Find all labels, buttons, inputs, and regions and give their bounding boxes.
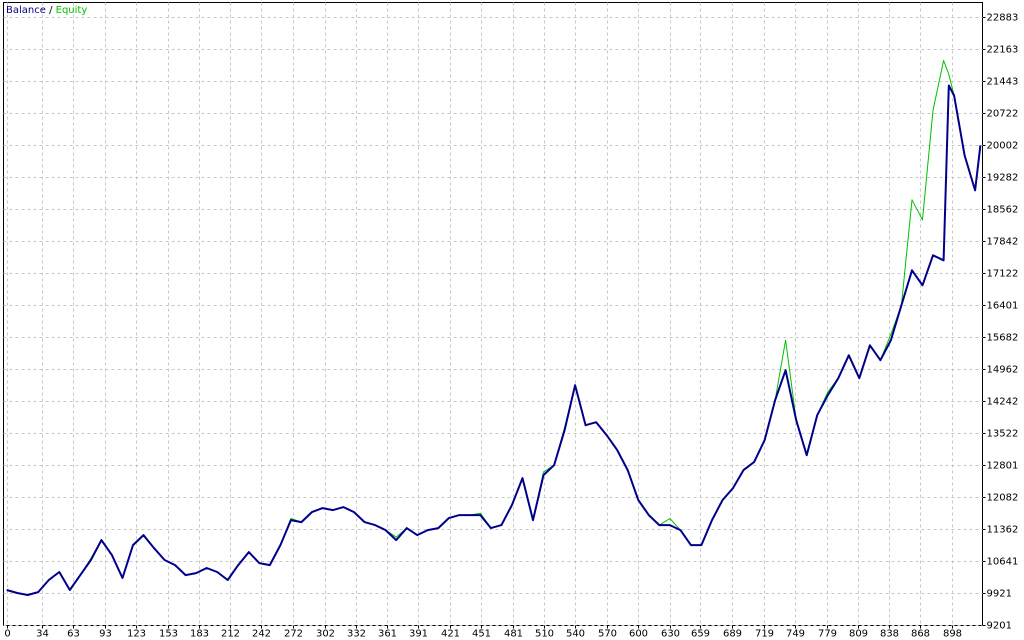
y-tick-label: 17842 xyxy=(987,237,1019,248)
y-tick-label: 14242 xyxy=(987,397,1019,408)
y-tick-label: 21443 xyxy=(987,77,1019,88)
x-tick-label: 153 xyxy=(159,629,178,640)
x-tick-label: 600 xyxy=(629,629,648,640)
x-tick-label: 272 xyxy=(284,629,303,640)
y-tick-label: 20002 xyxy=(987,141,1019,152)
x-tick-label: 809 xyxy=(849,629,868,640)
y-tick-label: 19282 xyxy=(987,173,1019,184)
x-tick-label: 183 xyxy=(190,629,209,640)
x-tick-label: 302 xyxy=(316,629,335,640)
y-tick-label: 14962 xyxy=(987,365,1019,376)
y-tick-label: 17122 xyxy=(987,269,1019,280)
x-tick-label: 212 xyxy=(221,629,240,640)
x-tick-label: 242 xyxy=(252,629,271,640)
x-tick-label: 838 xyxy=(880,629,899,640)
x-tick-label: 332 xyxy=(347,629,366,640)
x-tick-label: 540 xyxy=(566,629,585,640)
x-tick-label: 391 xyxy=(409,629,428,640)
x-tick-label: 749 xyxy=(786,629,805,640)
x-tick-label: 34 xyxy=(36,629,49,640)
y-tick-label: 22883 xyxy=(987,13,1019,24)
x-tick-label: 689 xyxy=(723,629,742,640)
x-tick-label: 510 xyxy=(535,629,554,640)
legend-balance: Balance xyxy=(6,5,46,16)
x-tick-label: 421 xyxy=(441,629,460,640)
x-tick-label: 659 xyxy=(691,629,710,640)
x-tick-label: 481 xyxy=(504,629,523,640)
x-tick-label: 0 xyxy=(4,629,10,640)
x-tick-label: 868 xyxy=(911,629,930,640)
x-tick-label: 779 xyxy=(818,629,837,640)
legend-equity: Equity xyxy=(56,5,88,16)
y-tick-label: 13522 xyxy=(987,429,1019,440)
x-tick-label: 570 xyxy=(598,629,617,640)
y-tick-label: 9201 xyxy=(987,621,1012,632)
y-tick-label: 9921 xyxy=(987,589,1012,600)
y-tick-label: 20722 xyxy=(987,109,1019,120)
legend: Balance / Equity xyxy=(6,5,87,16)
y-tick-label: 12082 xyxy=(987,493,1019,504)
x-tick-label: 123 xyxy=(127,629,146,640)
balance-line xyxy=(6,84,982,596)
y-tick-label: 11362 xyxy=(987,525,1019,536)
y-tick-label: 22163 xyxy=(987,45,1019,56)
plot-frame xyxy=(3,2,983,626)
y-tick-label: 15682 xyxy=(987,333,1019,344)
y-tick-label: 10641 xyxy=(987,557,1019,568)
y-tick-label: 16401 xyxy=(987,301,1019,312)
y-tick-label: 12801 xyxy=(987,461,1019,472)
legend-separator: / xyxy=(49,5,53,16)
x-tick-label: 898 xyxy=(943,629,962,640)
x-tick-label: 361 xyxy=(378,629,397,640)
y-tick-label: 18562 xyxy=(987,205,1019,216)
x-tick-label: 719 xyxy=(755,629,774,640)
x-tick-label: 451 xyxy=(472,629,491,640)
x-tick-label: 93 xyxy=(99,629,112,640)
x-tick-label: 63 xyxy=(67,629,80,640)
x-tick-label: 630 xyxy=(661,629,680,640)
